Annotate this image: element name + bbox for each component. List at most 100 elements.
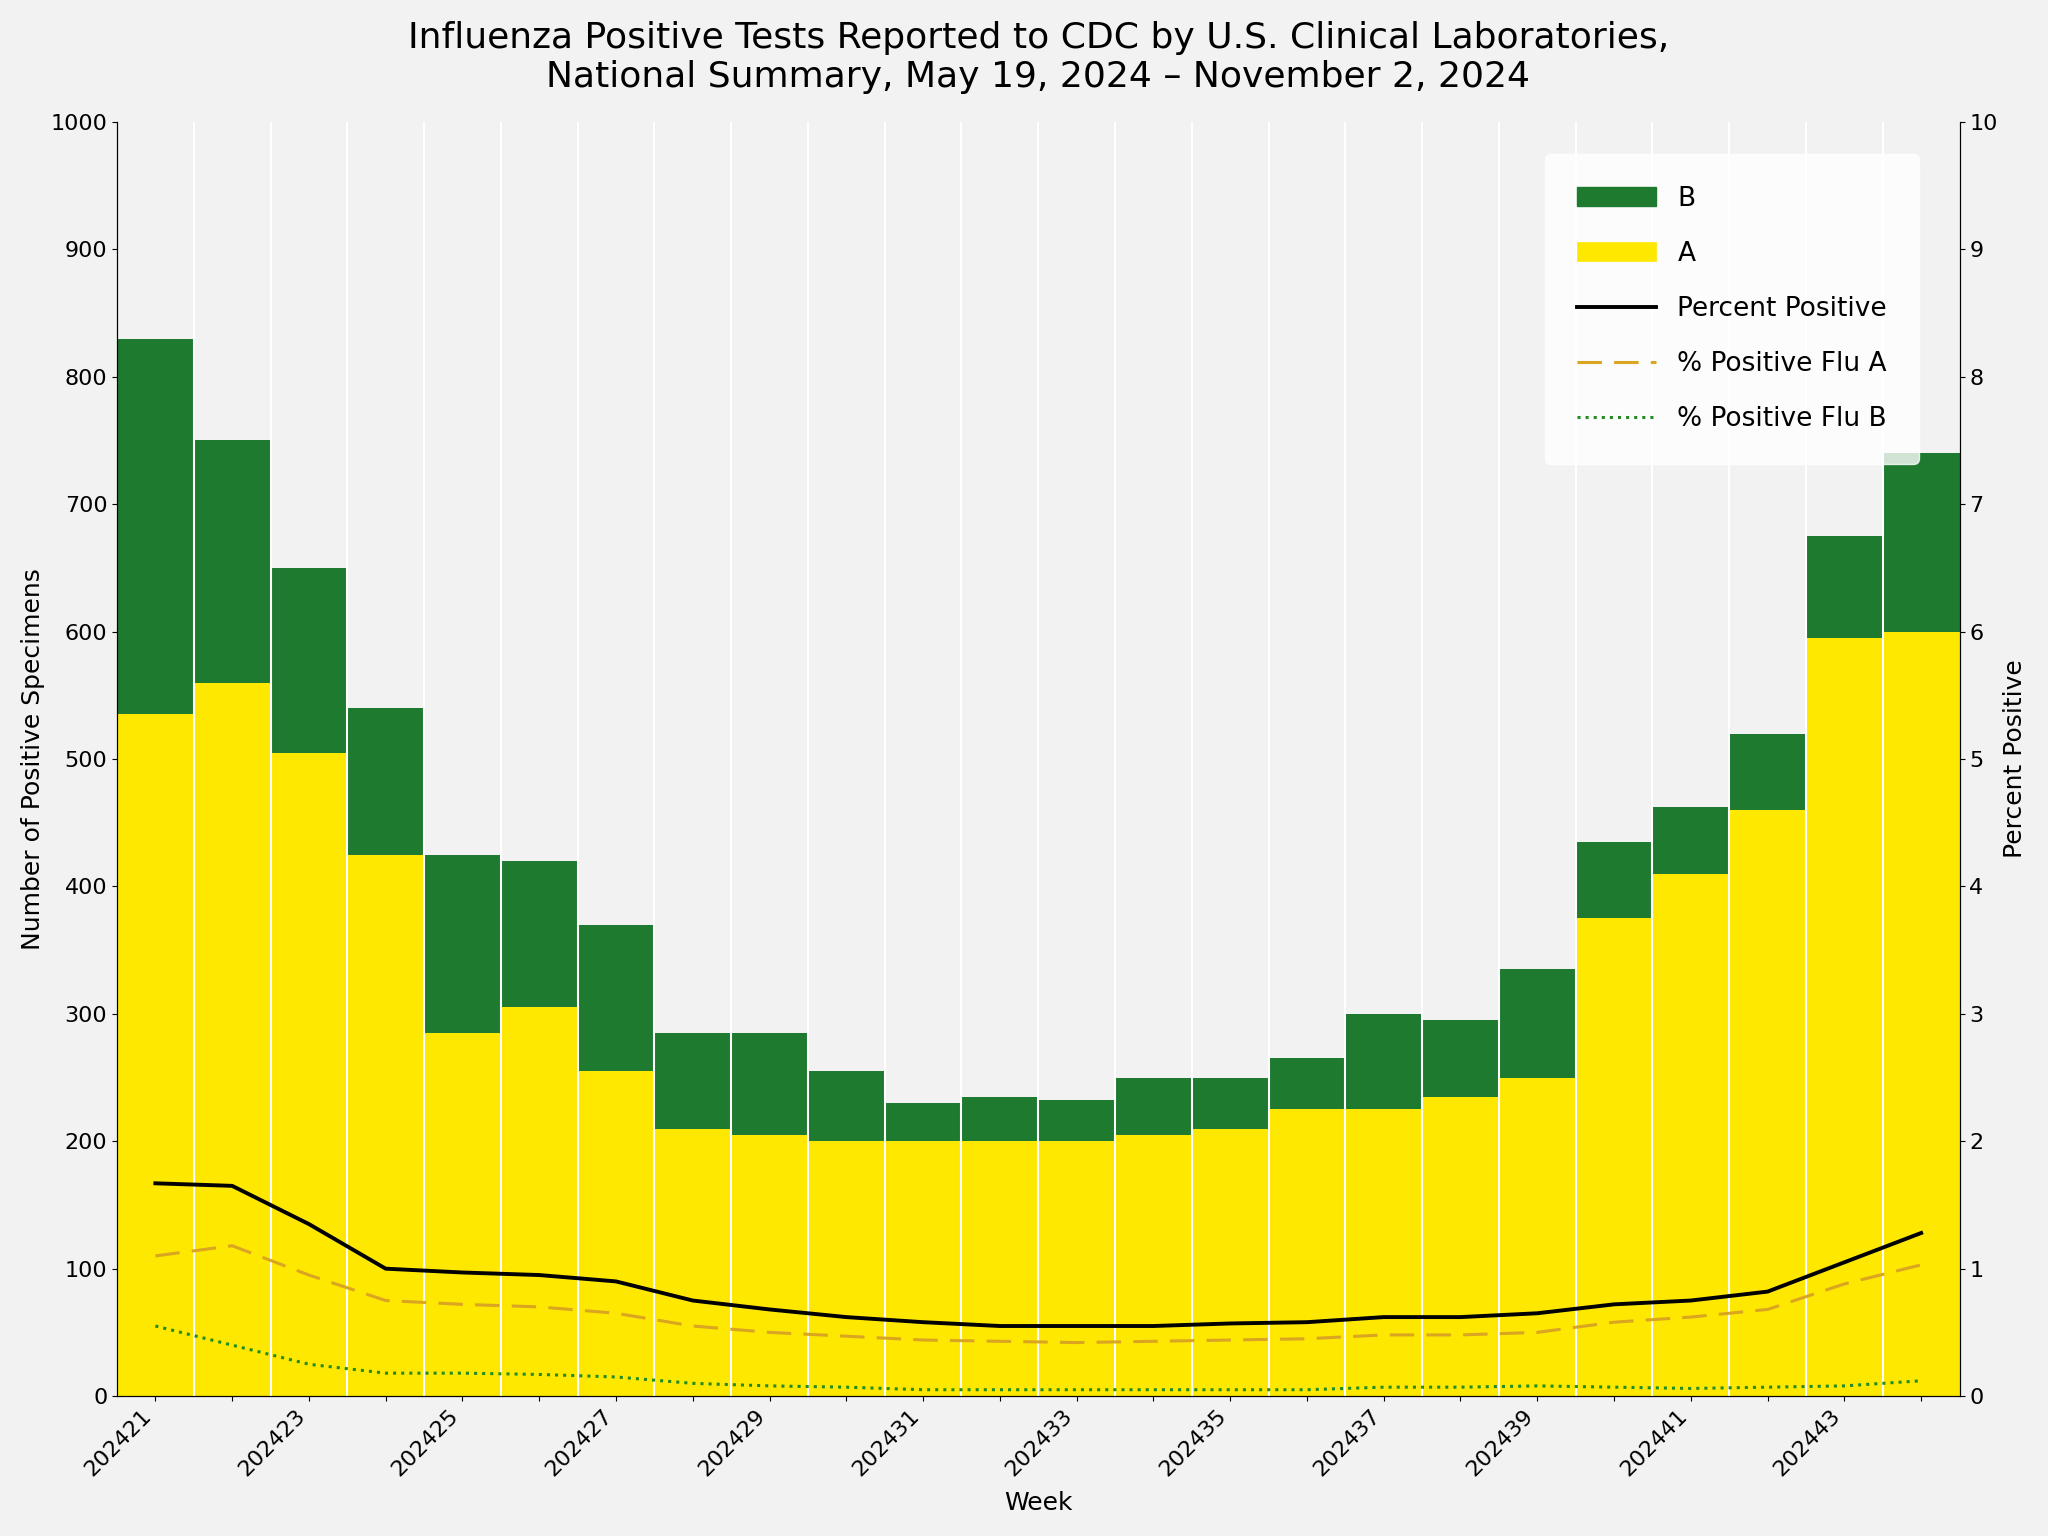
% Positive Flu A: [1679, 1307, 1704, 1326]
Line: % Positive Flu B: % Positive Flu B: [156, 1326, 1921, 1390]
Bar: [1421, 1020, 1499, 1097]
% Positive Flu A: [987, 1332, 1012, 1350]
Bar: [1729, 734, 1806, 809]
% Positive Flu B: [1755, 1378, 1780, 1396]
Bar: [117, 338, 195, 714]
% Positive Flu A: [1755, 1301, 1780, 1319]
% Positive Flu A: [143, 1247, 168, 1266]
Bar: [502, 1008, 578, 1396]
Bar: [1729, 809, 1806, 1396]
Bar: [424, 1032, 502, 1396]
% Positive Flu A: [1602, 1313, 1626, 1332]
Percent Positive: [1833, 1253, 1858, 1272]
% Positive Flu B: [451, 1364, 475, 1382]
% Positive Flu A: [758, 1322, 782, 1341]
Bar: [1114, 1078, 1192, 1135]
Bar: [195, 441, 270, 682]
Bar: [731, 1032, 807, 1135]
% Positive Flu A: [1141, 1332, 1165, 1350]
% Positive Flu B: [1833, 1376, 1858, 1395]
Bar: [1114, 1135, 1192, 1396]
Bar: [655, 1129, 731, 1396]
Bar: [655, 1032, 731, 1129]
% Positive Flu B: [680, 1375, 705, 1393]
% Positive Flu A: [1448, 1326, 1473, 1344]
Bar: [195, 682, 270, 1396]
Percent Positive: [1448, 1307, 1473, 1326]
% Positive Flu B: [987, 1381, 1012, 1399]
Line: % Positive Flu A: % Positive Flu A: [156, 1246, 1921, 1342]
% Positive Flu B: [1372, 1378, 1397, 1396]
Bar: [1806, 637, 1882, 1396]
Bar: [1882, 631, 1960, 1396]
% Positive Flu A: [680, 1316, 705, 1335]
Bar: [502, 862, 578, 1008]
Bar: [1421, 1097, 1499, 1396]
Percent Positive: [911, 1313, 936, 1332]
% Positive Flu B: [373, 1364, 397, 1382]
Percent Positive: [1602, 1295, 1626, 1313]
Percent Positive: [143, 1174, 168, 1192]
% Positive Flu B: [219, 1336, 244, 1355]
Bar: [1575, 842, 1653, 919]
Bar: [348, 854, 424, 1396]
% Positive Flu B: [1141, 1381, 1165, 1399]
Y-axis label: Percent Positive: Percent Positive: [2003, 659, 2028, 859]
Percent Positive: [1294, 1313, 1319, 1332]
Line: Percent Positive: Percent Positive: [156, 1183, 1921, 1326]
Y-axis label: Number of Positive Specimens: Number of Positive Specimens: [20, 568, 45, 949]
Percent Positive: [1065, 1316, 1090, 1335]
% Positive Flu B: [1219, 1381, 1243, 1399]
% Positive Flu B: [1294, 1381, 1319, 1399]
Bar: [807, 1071, 885, 1141]
Percent Positive: [526, 1266, 551, 1284]
Percent Positive: [373, 1260, 397, 1278]
Bar: [1806, 536, 1882, 637]
Percent Positive: [451, 1263, 475, 1281]
Percent Positive: [1219, 1315, 1243, 1333]
Bar: [1575, 919, 1653, 1396]
% Positive Flu B: [143, 1316, 168, 1335]
% Positive Flu A: [1526, 1322, 1550, 1341]
% Positive Flu B: [1448, 1378, 1473, 1396]
% Positive Flu A: [1294, 1330, 1319, 1349]
% Positive Flu B: [834, 1378, 858, 1396]
Bar: [1499, 969, 1575, 1078]
Percent Positive: [219, 1177, 244, 1195]
% Positive Flu A: [911, 1330, 936, 1349]
Bar: [961, 1141, 1038, 1396]
Percent Positive: [834, 1307, 858, 1326]
Bar: [424, 854, 502, 1032]
Bar: [348, 708, 424, 854]
% Positive Flu A: [219, 1236, 244, 1255]
% Positive Flu A: [1372, 1326, 1397, 1344]
Bar: [1653, 808, 1729, 874]
Bar: [578, 925, 655, 1071]
Title: Influenza Positive Tests Reported to CDC by U.S. Clinical Laboratories,
National: Influenza Positive Tests Reported to CDC…: [408, 22, 1669, 94]
Percent Positive: [987, 1316, 1012, 1335]
Percent Positive: [1909, 1224, 1933, 1243]
Bar: [1499, 1078, 1575, 1396]
% Positive Flu B: [758, 1376, 782, 1395]
Bar: [731, 1135, 807, 1396]
% Positive Flu A: [834, 1327, 858, 1346]
Percent Positive: [604, 1272, 629, 1290]
% Positive Flu B: [1526, 1376, 1550, 1395]
Bar: [1346, 1014, 1421, 1109]
Bar: [961, 1097, 1038, 1141]
Bar: [1346, 1109, 1421, 1396]
% Positive Flu A: [297, 1266, 322, 1284]
Percent Positive: [680, 1292, 705, 1310]
% Positive Flu B: [1909, 1372, 1933, 1390]
Bar: [885, 1103, 961, 1141]
% Positive Flu A: [1909, 1255, 1933, 1273]
% Positive Flu A: [451, 1295, 475, 1313]
Percent Positive: [1679, 1292, 1704, 1310]
Bar: [578, 1071, 655, 1396]
Bar: [270, 753, 348, 1396]
% Positive Flu B: [526, 1366, 551, 1384]
Bar: [1882, 453, 1960, 631]
Bar: [885, 1141, 961, 1396]
Bar: [807, 1141, 885, 1396]
Legend: B, A, Percent Positive, % Positive Flu A, % Positive Flu B: B, A, Percent Positive, % Positive Flu A…: [1546, 154, 1919, 464]
